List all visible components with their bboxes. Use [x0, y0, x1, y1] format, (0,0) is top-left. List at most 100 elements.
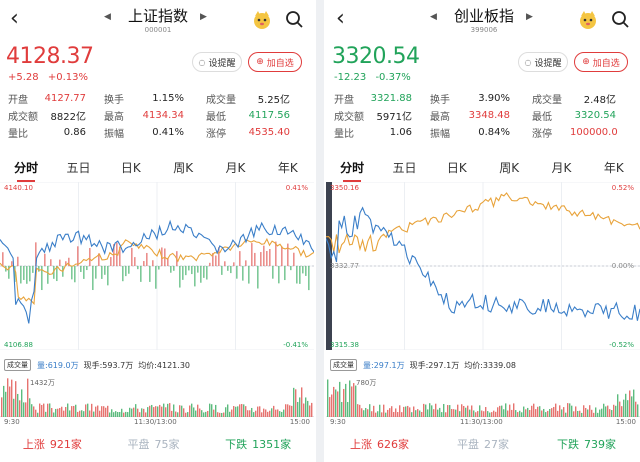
unchanged-label: 平盘 — [127, 438, 150, 451]
intraday-chart[interactable] — [326, 182, 640, 350]
panel-divider — [316, 0, 324, 462]
stat-label: 开盘 — [334, 95, 354, 106]
back-arrow-icon[interactable]: ‹ — [336, 6, 345, 31]
time-start: 9:30 — [330, 418, 346, 426]
next-index-icon[interactable]: ▶ — [526, 12, 533, 22]
stats-row: 成交额 8822亿 最高 4134.34 最低 4117.56 — [8, 107, 308, 124]
stat-label: 换手 — [430, 95, 450, 106]
tab-daily-k[interactable]: 日K — [446, 160, 467, 175]
time-mid: 11:30/13:00 — [134, 418, 177, 426]
intraday-chart[interactable] — [0, 182, 314, 350]
change-percent: +0.13% — [47, 72, 88, 83]
tab-yearly-k[interactable]: 年K — [277, 160, 298, 175]
stat-value: 1.15% — [152, 93, 184, 104]
stat-value: 4535.40 — [248, 127, 290, 138]
decliners[interactable]: 下跌 1351家 — [225, 436, 291, 458]
stat-label: 成交额 — [334, 112, 364, 123]
prev-index-icon[interactable]: ◀ — [104, 12, 111, 22]
stats-row: 量比 0.86 振幅 0.41% 涨停 4535.40 — [8, 124, 308, 141]
chart-low-label: 3315.38 — [330, 341, 359, 349]
chart-edge-tab — [326, 182, 332, 350]
chart-high-label: 3350.16 — [330, 184, 359, 192]
stat-label: 成交量 — [206, 95, 236, 106]
tab-weekly-k[interactable]: 周K — [173, 160, 194, 175]
tab-monthly-k[interactable]: 月K — [551, 160, 572, 175]
unchanged[interactable]: 平盘 75家 — [127, 436, 179, 458]
average-price: 均价:4121.30 — [138, 360, 190, 370]
chart-period-tabs: 分时 五日 日K 周K 月K 年K — [0, 154, 314, 182]
unchanged[interactable]: 平盘 27家 — [457, 436, 509, 458]
stats-row: 开盘 4127.77 换手 1.15% 成交量 5.25亿 — [8, 90, 308, 107]
add-favorite-label: 加自选 — [266, 58, 294, 69]
time-mid: 11:30/13:00 — [460, 418, 503, 426]
bell-icon: ◌ — [524, 57, 532, 67]
decliners[interactable]: 下跌 739家 — [557, 436, 616, 458]
tab-5day[interactable]: 五日 — [392, 160, 417, 175]
stat-label: 成交额 — [8, 112, 38, 123]
search-icon[interactable] — [610, 9, 630, 29]
decliners-label: 下跌 — [557, 438, 579, 451]
change-percent: -0.37% — [375, 72, 411, 83]
set-alert-label: 设提醒 — [534, 58, 562, 69]
add-favorite-button[interactable]: ⊕ 加自选 — [574, 52, 628, 72]
header: ‹ ◀ 创业板指 399006 ▶ — [326, 0, 640, 44]
current-hand: 现手:593.7万 — [83, 360, 134, 370]
plus-icon: ⊕ — [256, 57, 264, 67]
stat-value: 0.41% — [152, 127, 184, 138]
tab-weekly-k[interactable]: 周K — [499, 160, 520, 175]
tab-intraday[interactable]: 分时 — [0, 159, 52, 182]
stat-value: 4117.56 — [248, 110, 290, 121]
decliners-count: 1351家 — [252, 438, 292, 451]
set-alert-button[interactable]: ◌ 设提醒 — [192, 52, 242, 72]
add-favorite-button[interactable]: ⊕ 加自选 — [248, 52, 302, 72]
chart-prev-close-label: 3332.77 — [330, 262, 359, 270]
volume-value: 量:297.1万 — [363, 360, 405, 370]
tab-yearly-k[interactable]: 年K — [603, 160, 624, 175]
stat-value: 8822亿 — [50, 112, 86, 123]
mascot-icon[interactable] — [578, 10, 598, 30]
set-alert-button[interactable]: ◌ 设提醒 — [518, 52, 568, 72]
search-icon[interactable] — [284, 9, 304, 29]
volume-selector[interactable]: 成交量 — [4, 359, 31, 371]
market-breadth: 上涨 921家 平盘 75家 下跌 1351家 — [0, 436, 314, 458]
chart-zero-pct: 0.00% — [611, 262, 634, 270]
stat-label: 涨停 — [532, 129, 552, 140]
tab-daily-k[interactable]: 日K — [120, 160, 141, 175]
volume-max-label: 1432万 — [30, 379, 55, 387]
chart-high-pct: 0.41% — [285, 184, 308, 192]
chart-low-pct: -0.41% — [283, 341, 308, 349]
prev-index-icon[interactable]: ◀ — [430, 12, 437, 22]
panel-chinext-index: ‹ ◀ 创业板指 399006 ▶ 3320.54 -12.23 -0.37% … — [326, 0, 640, 462]
stat-value: 3.90% — [478, 93, 510, 104]
back-arrow-icon[interactable]: ‹ — [10, 6, 19, 31]
advancers[interactable]: 上涨 921家 — [23, 436, 82, 458]
stat-value: 3348.48 — [468, 110, 510, 121]
chart-low-label: 4106.88 — [4, 341, 33, 349]
average-price: 均价:3339.08 — [464, 360, 516, 370]
mascot-icon[interactable] — [252, 10, 272, 30]
stats-grid: 开盘 4127.77 换手 1.15% 成交量 5.25亿 成交额 8822亿 … — [8, 90, 308, 141]
advancers[interactable]: 上涨 626家 — [350, 436, 409, 458]
stat-value: 0.84% — [478, 127, 510, 138]
volume-bars — [0, 378, 314, 417]
unchanged-label: 平盘 — [457, 438, 479, 451]
tab-monthly-k[interactable]: 月K — [225, 160, 246, 175]
stat-label: 最高 — [104, 112, 124, 123]
next-index-icon[interactable]: ▶ — [200, 12, 207, 22]
volume-selector[interactable]: 成交量 — [330, 359, 357, 371]
stat-label: 最高 — [430, 112, 450, 123]
tab-5day[interactable]: 五日 — [66, 160, 91, 175]
stats-row: 成交额 5971亿 最高 3348.48 最低 3320.54 — [334, 107, 634, 124]
stat-label: 量比 — [334, 129, 354, 140]
stat-value: 4127.77 — [44, 93, 86, 104]
set-alert-label: 设提醒 — [208, 58, 236, 69]
page-title: 创业板指 — [453, 7, 514, 25]
stat-label: 量比 — [8, 129, 28, 140]
volume-bars — [326, 379, 640, 417]
current-price: 3320.54 — [332, 44, 420, 69]
tab-intraday[interactable]: 分时 — [326, 159, 378, 182]
stat-label: 开盘 — [8, 95, 28, 106]
plus-icon: ⊕ — [582, 57, 590, 67]
chart-grid — [326, 182, 640, 350]
price-change: +5.28 +0.13% — [8, 72, 88, 83]
